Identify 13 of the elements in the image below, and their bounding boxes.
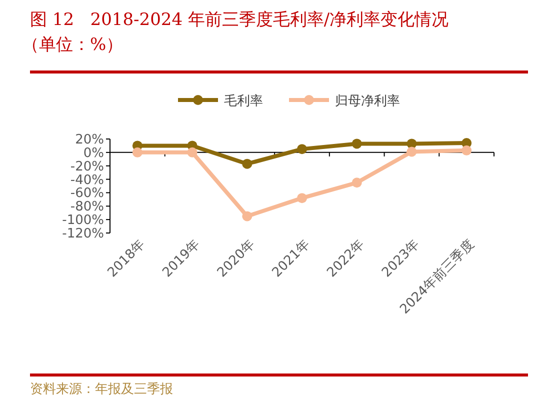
legend-label: 毛利率 [224,93,263,109]
y-tick-label: -120% [62,226,104,242]
text: 资料来源：年报及三季报 [30,382,173,397]
y-tick-label: -60% [70,186,104,202]
y-tick-label: -40% [70,172,104,188]
legend-label: 归母净利率 [335,93,400,109]
y-tick-label: -20% [70,159,104,174]
chart-subtitle: （单位：%） [22,35,124,55]
chart-title: 图 12 2018-2024 年前三季度毛利率/净利率变化情况 [30,10,449,30]
y-tick-label: -100% [62,213,104,228]
y-tick-label: 0% [83,146,104,161]
y-tick-label: -80% [70,200,104,215]
y-tick-label: 20% [75,132,104,148]
